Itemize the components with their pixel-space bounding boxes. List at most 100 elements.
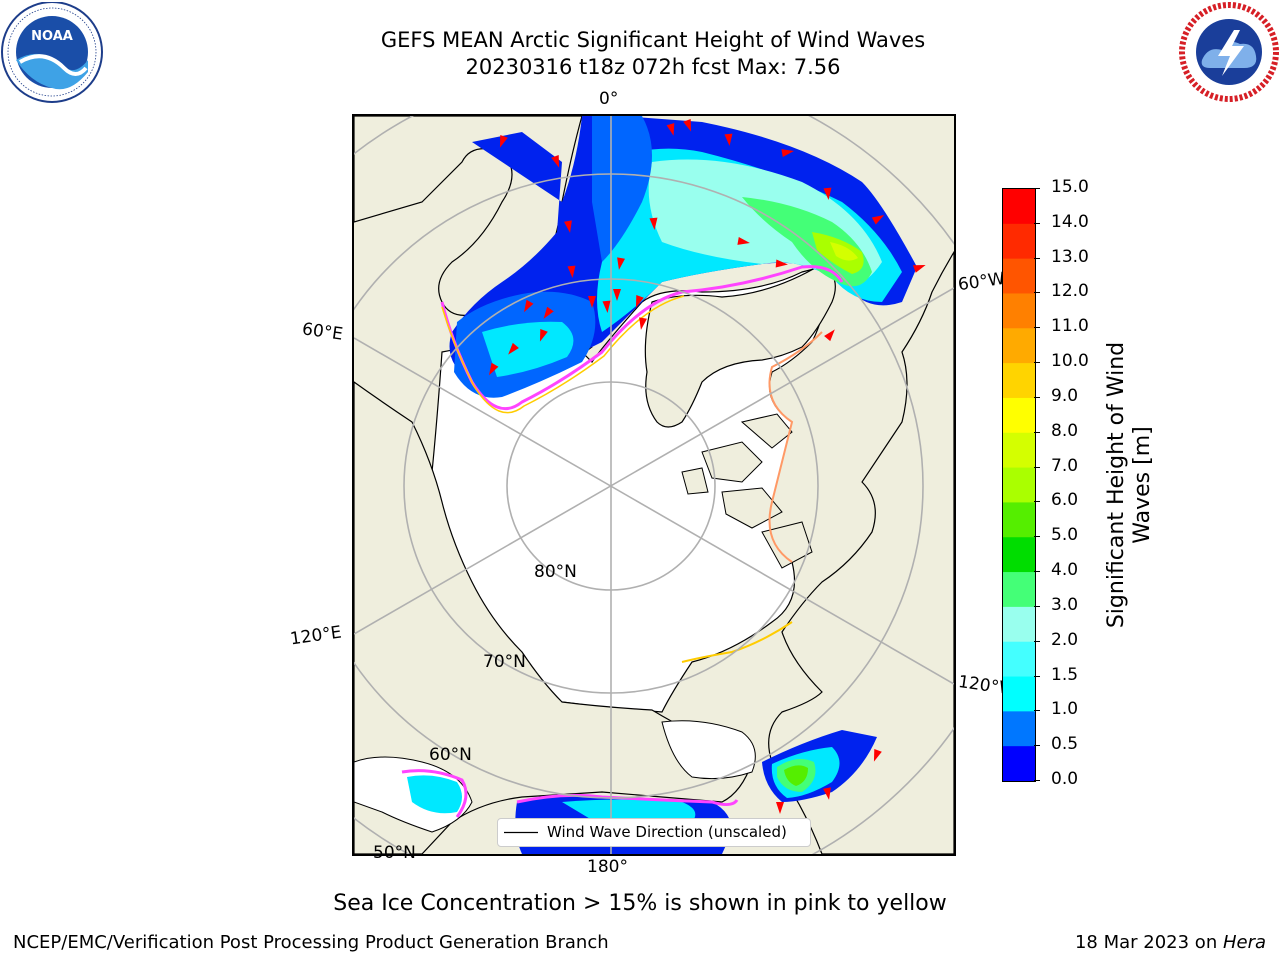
colorbar-tick-label: 6.0 bbox=[1051, 490, 1079, 511]
footer-date-text: 18 Mar 2023 on bbox=[1074, 932, 1223, 953]
colorbar-segment bbox=[1003, 397, 1035, 434]
colorbar-segment bbox=[1003, 432, 1035, 469]
bering-ice bbox=[661, 720, 756, 780]
colorbar-label-line2: Waves [m] bbox=[1130, 426, 1155, 544]
wave-direction-arrow bbox=[613, 289, 621, 301]
lon-label-120e: 120°E bbox=[288, 622, 343, 650]
wave-direction-arrow bbox=[775, 259, 788, 268]
colorbar-tick-mark bbox=[1034, 605, 1040, 607]
colorbar-segment bbox=[1003, 641, 1035, 678]
colorbar-tick-label: 1.5 bbox=[1051, 664, 1079, 685]
colorbar-segment bbox=[1003, 189, 1035, 225]
colorbar-tick-label: 4.0 bbox=[1051, 560, 1079, 581]
wave-direction-arrow bbox=[588, 296, 596, 308]
colorbar-tick-mark bbox=[1034, 745, 1040, 747]
colorbar-tick-mark bbox=[1034, 362, 1040, 364]
colorbar-label-line1: Significant Height of Wind bbox=[1104, 341, 1129, 629]
colorbar-segment bbox=[1003, 223, 1035, 260]
colorbar-tick-mark bbox=[1034, 501, 1040, 503]
colorbar-tick-label: 7.0 bbox=[1051, 455, 1079, 476]
chart-title: GEFS MEAN Arctic Significant Height of W… bbox=[380, 28, 926, 52]
graticule bbox=[354, 116, 954, 854]
colorbar-segment bbox=[1003, 502, 1035, 538]
wave-direction-arrow bbox=[871, 215, 885, 225]
wave-direction-arrow bbox=[567, 265, 576, 278]
colorbar-tick-label: 13.0 bbox=[1051, 246, 1089, 267]
colorbar-tick-mark bbox=[1034, 780, 1040, 781]
colorbar-tick-mark bbox=[1034, 675, 1040, 677]
colorbar-label: Significant Height of Wind Waves [m] bbox=[1104, 285, 1156, 685]
colorbar-segment bbox=[1003, 572, 1035, 608]
wave-direction-arrow bbox=[776, 802, 784, 814]
footer-credit: NCEP/EMC/Verification Post Processing Pr… bbox=[13, 932, 609, 953]
colorbar-segment bbox=[1003, 676, 1035, 712]
colorbar-scale bbox=[1003, 189, 1035, 782]
wave-direction-arrow bbox=[639, 317, 647, 330]
colorbar-segment bbox=[1003, 606, 1035, 643]
colorbar-tick-label: 10.0 bbox=[1051, 351, 1089, 372]
colorbar-segment bbox=[1003, 293, 1035, 329]
wind-wave-arrows bbox=[489, 118, 926, 814]
colorbar-ticks: 15.0 14.0 13.0 12.0 11.0 10.0 9.0 8.0 7.0 6.0 5.0 4… bbox=[1034, 177, 1094, 789]
noaa-logo: NOAA bbox=[0, 1, 104, 106]
wave-direction-arrow bbox=[617, 257, 625, 270]
colorbar-tick-label: 0.0 bbox=[1051, 769, 1079, 789]
colorbar-tick-mark bbox=[1034, 536, 1040, 538]
wave-direction-arrow bbox=[781, 149, 794, 157]
wave-direction-arrow bbox=[683, 118, 692, 132]
wave-direction-arrow bbox=[489, 362, 499, 376]
noaa-logo-text: NOAA bbox=[31, 29, 73, 44]
colorbar-tick-mark bbox=[1034, 710, 1040, 712]
colorbar-tick-label: 14.0 bbox=[1051, 211, 1089, 232]
wave-direction-arrow bbox=[508, 342, 519, 355]
colorbar-tick-mark bbox=[1034, 188, 1040, 189]
colorbar-tick-label: 5.0 bbox=[1051, 525, 1079, 546]
colorbar-tick-mark bbox=[1034, 431, 1040, 433]
colorbar-tick-label: 8.0 bbox=[1051, 420, 1079, 441]
lat-label-50: 50°N bbox=[373, 843, 416, 863]
wave-direction-arrow bbox=[824, 329, 835, 342]
colorbar-tick-mark bbox=[1034, 292, 1040, 294]
wave-direction-arrow bbox=[823, 187, 832, 200]
colorbar-segment bbox=[1003, 258, 1035, 294]
polar-map bbox=[354, 116, 954, 854]
legend-label: Wind Wave Direction (unscaled) bbox=[547, 823, 787, 841]
greenland bbox=[644, 263, 836, 428]
colorbar-tick-mark bbox=[1034, 327, 1040, 329]
north-america bbox=[768, 250, 954, 854]
wave-direction-arrow bbox=[649, 217, 658, 230]
lat-label-70: 70°N bbox=[483, 652, 526, 672]
lat-label-80: 80°N bbox=[534, 562, 577, 582]
footer-host: Hera bbox=[1222, 932, 1266, 953]
legend-line-icon bbox=[504, 831, 538, 834]
wave-direction-arrow bbox=[666, 123, 675, 136]
chart-subtitle: 20230316 t18z 072h fcst Max: 7.56 bbox=[465, 55, 841, 79]
colorbar-segment bbox=[1003, 328, 1035, 364]
colorbar-segment bbox=[1003, 537, 1035, 573]
lat-label-60: 60°N bbox=[429, 745, 472, 765]
wave-direction-arrow bbox=[543, 306, 554, 319]
canadian-archipelago bbox=[681, 413, 813, 569]
wave-direction-arrow bbox=[524, 299, 534, 313]
colorbar-segment bbox=[1003, 746, 1035, 782]
wave-direction-arrow bbox=[551, 154, 560, 168]
wave-direction-arrow bbox=[823, 787, 831, 800]
colorbar-tick-label: 1.0 bbox=[1051, 699, 1079, 720]
sea-ice-edge bbox=[401, 265, 844, 818]
sea-ice-note: Sea Ice Concentration > 15% is shown in … bbox=[333, 891, 947, 916]
colorbar-tick-mark bbox=[1034, 571, 1040, 573]
map-panel bbox=[352, 114, 956, 856]
wave-direction-arrow bbox=[873, 748, 882, 762]
wave-direction-arrow bbox=[539, 328, 548, 342]
colorbar-tick-mark bbox=[1034, 640, 1040, 642]
footer-date: 18 Mar 2023 on Hera bbox=[1075, 932, 1266, 953]
map-legend: Wind Wave Direction (unscaled) bbox=[497, 818, 811, 847]
wave-direction-arrow bbox=[635, 294, 644, 308]
lon-label-bottom: 180° bbox=[587, 857, 628, 877]
colorbar-tick-mark bbox=[1034, 222, 1040, 224]
colorbar-tick-mark bbox=[1034, 257, 1040, 259]
wave-direction-arrow bbox=[912, 264, 926, 273]
colorbar-segment bbox=[1003, 711, 1035, 747]
colorbar-tick-mark bbox=[1034, 466, 1040, 468]
lon-label-60e: 60°E bbox=[300, 319, 345, 345]
